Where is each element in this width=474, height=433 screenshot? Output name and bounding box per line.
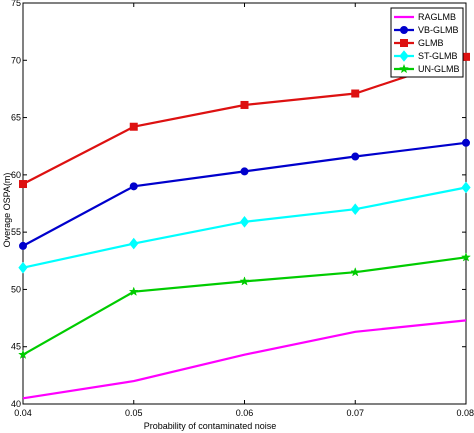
legend-label: UN-GLMB <box>418 64 460 74</box>
legend-entry: GLMB <box>394 38 444 48</box>
y-tick-label: 60 <box>11 170 21 180</box>
legend: RAGLMB VB-GLMB GLMB ST-GLMB UN-GLMB <box>390 7 464 78</box>
legend-marker <box>399 50 409 62</box>
series-raglmb <box>22 319 467 400</box>
data-point <box>350 203 360 216</box>
data-point <box>128 286 139 296</box>
x-axis-label: Probability of contaminated noise <box>144 421 277 431</box>
y-tick-label: 55 <box>11 227 21 237</box>
series-line <box>22 319 467 400</box>
legend-label: VB-GLMB <box>418 25 459 35</box>
legend-marker <box>400 26 408 34</box>
data-point <box>460 252 472 262</box>
data-point <box>462 52 470 61</box>
data-point <box>351 89 360 98</box>
x-tick-label: 0.04 <box>14 408 32 418</box>
data-point <box>19 180 27 189</box>
data-point <box>462 138 470 147</box>
data-point <box>17 349 29 359</box>
data-point <box>129 237 139 250</box>
data-point <box>239 276 250 286</box>
x-tick-label: 0.07 <box>346 408 364 418</box>
series-vb-glmb <box>19 138 470 250</box>
legend-label: RAGLMB <box>418 12 456 22</box>
data-point <box>19 241 27 250</box>
legend-marker <box>400 39 408 47</box>
x-tick-label: 0.06 <box>236 408 254 418</box>
legend-label: GLMB <box>418 38 444 48</box>
data-point <box>129 122 138 131</box>
series-glmb <box>19 52 470 189</box>
y-tick-label: 70 <box>11 55 21 65</box>
data-point <box>129 182 138 191</box>
axis-ticks: 40 45 50 55 60 65 70 75 0.04 0.05 0.06 0.07 0.08 <box>11 0 474 418</box>
data-point <box>239 216 250 228</box>
y-tick-label: 50 <box>11 284 21 294</box>
series-un-glmb <box>17 252 472 359</box>
legend-label: ST-GLMB <box>418 51 458 61</box>
legend-entry: UN-GLMB <box>394 63 460 74</box>
legend-entry: VB-GLMB <box>394 25 459 35</box>
y-tick-label: 45 <box>11 342 21 352</box>
y-tick-label: 75 <box>11 0 21 8</box>
legend-entry: RAGLMB <box>394 12 456 22</box>
data-point <box>240 167 249 176</box>
series-st-glmb <box>18 181 471 274</box>
data-point <box>461 181 471 194</box>
legend-entry: ST-GLMB <box>394 50 458 62</box>
x-tick-label: 0.05 <box>125 408 143 418</box>
y-tick-label: 40 <box>11 399 21 409</box>
y-axis-label: Overage OSPA(m) <box>2 173 12 248</box>
legend-marker <box>398 63 410 74</box>
data-point <box>350 266 361 277</box>
data-point <box>351 152 360 161</box>
data-point <box>240 100 249 109</box>
y-tick-label: 65 <box>11 113 21 123</box>
x-tick-label: 0.08 <box>456 408 474 418</box>
series-layer <box>17 52 472 400</box>
data-point <box>18 261 28 274</box>
